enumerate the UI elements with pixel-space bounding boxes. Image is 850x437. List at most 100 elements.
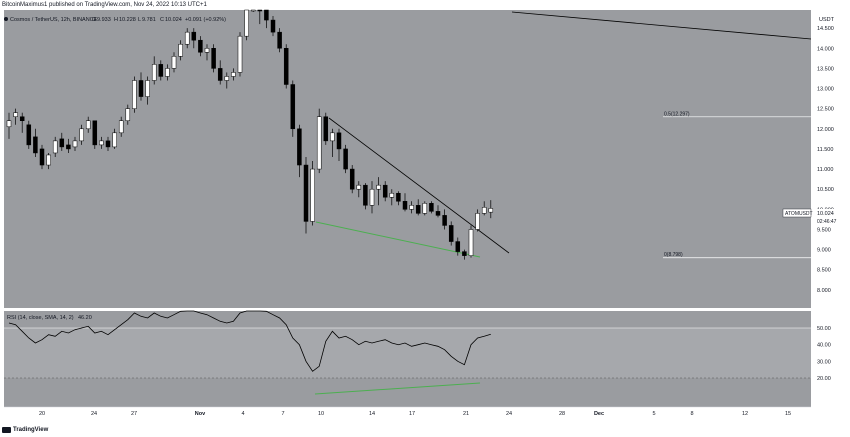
- long-trend-line[interactable]: [511, 11, 812, 40]
- high-value: 10.228: [119, 17, 136, 23]
- candle[interactable]: [118, 116, 124, 137]
- candle[interactable]: [66, 138, 71, 153]
- candle[interactable]: [462, 249, 467, 260]
- candle[interactable]: [171, 52, 177, 73]
- candle[interactable]: [297, 124, 302, 178]
- candle[interactable]: [363, 183, 368, 210]
- candle[interactable]: [429, 201, 434, 214]
- candle[interactable]: [92, 120, 98, 149]
- candle[interactable]: [396, 191, 401, 206]
- rsi-tick-label: 30.00: [817, 359, 831, 365]
- currency-label: USDT: [819, 17, 835, 23]
- candle[interactable]: [224, 72, 230, 89]
- candle[interactable]: [402, 193, 408, 212]
- candle[interactable]: [264, 9, 269, 29]
- candle[interactable]: [448, 221, 454, 246]
- candle[interactable]: [250, 9, 256, 13]
- candle[interactable]: [270, 16, 276, 37]
- candle[interactable]: [343, 144, 348, 174]
- candle[interactable]: [13, 108, 18, 125]
- candle[interactable]: [257, 9, 263, 25]
- candle[interactable]: [316, 108, 322, 174]
- candle[interactable]: [455, 237, 461, 256]
- candle[interactable]: [158, 60, 164, 81]
- candle[interactable]: [435, 205, 441, 218]
- price-support-line[interactable]: [315, 221, 481, 258]
- candle[interactable]: [376, 177, 381, 206]
- candle[interactable]: [46, 152, 51, 170]
- candle[interactable]: [165, 64, 170, 81]
- candle[interactable]: [151, 56, 157, 85]
- rsi-axis[interactable]: 50.00 40.00 30.00 20.00: [817, 326, 831, 382]
- candle[interactable]: [409, 201, 414, 214]
- candle[interactable]: [52, 136, 58, 157]
- candle[interactable]: [442, 209, 447, 230]
- price-pane[interactable]: [4, 10, 811, 308]
- candle[interactable]: [105, 136, 111, 151]
- candle[interactable]: [290, 80, 296, 137]
- candlestick-series[interactable]: [6, 9, 494, 260]
- price-axis[interactable]: USDT 14.500 14.000 13.500 13.000 12.500 12.00…: [817, 17, 835, 294]
- candle[interactable]: [488, 200, 494, 219]
- candle[interactable]: [178, 40, 183, 61]
- candle[interactable]: [369, 181, 375, 214]
- candle[interactable]: [310, 161, 315, 226]
- candle[interactable]: [277, 28, 282, 53]
- candle[interactable]: [184, 28, 190, 49]
- candle[interactable]: [138, 72, 144, 101]
- time-tick-label: 8: [690, 411, 693, 417]
- price-tag-symbol: ATOMUSDT: [785, 211, 813, 217]
- candle[interactable]: [125, 104, 131, 125]
- candle[interactable]: [19, 112, 25, 133]
- rsi-line[interactable]: [8, 310, 491, 372]
- candle[interactable]: [204, 44, 210, 61]
- candle[interactable]: [79, 124, 84, 145]
- candle[interactable]: [283, 44, 289, 89]
- candle[interactable]: [415, 199, 421, 216]
- candle[interactable]: [33, 128, 38, 157]
- candle[interactable]: [85, 116, 91, 133]
- candle[interactable]: [132, 76, 137, 113]
- open-value: 9.933: [97, 17, 111, 23]
- candle[interactable]: [99, 136, 104, 149]
- candle[interactable]: [198, 36, 203, 57]
- time-tick-label: 24: [91, 411, 97, 417]
- candle[interactable]: [336, 128, 342, 162]
- rsi-divergence-line[interactable]: [314, 382, 481, 395]
- time-tick-label: 7: [281, 411, 284, 417]
- candle[interactable]: [356, 181, 362, 198]
- candle[interactable]: [145, 76, 150, 105]
- footer-brand: TradingView: [13, 427, 49, 433]
- price-tag[interactable]: ATOMUSDT 10.024 02:46:47: [782, 208, 843, 225]
- fib-levels: 0.5(12.297) 0(8.798): [663, 111, 811, 258]
- candle[interactable]: [6, 112, 12, 139]
- candle[interactable]: [244, 9, 249, 41]
- price-tag-countdown: 02:46:47: [817, 219, 837, 225]
- candle[interactable]: [59, 132, 65, 151]
- candle[interactable]: [211, 44, 216, 73]
- candle[interactable]: [191, 28, 197, 49]
- fib-level-label: 0.5(12.297): [664, 111, 690, 117]
- candle[interactable]: [349, 165, 355, 194]
- candle[interactable]: [481, 201, 487, 216]
- candle[interactable]: [468, 225, 474, 258]
- candle[interactable]: [330, 128, 335, 157]
- candle[interactable]: [422, 201, 428, 216]
- candle[interactable]: [26, 120, 32, 149]
- candle[interactable]: [323, 112, 329, 145]
- time-axis[interactable]: 20 24 27 Nov 4 7 10 14 17 21 24 28 Dec 5 8 12 15: [4, 406, 811, 417]
- candle[interactable]: [72, 136, 78, 151]
- descending-resistance-line[interactable]: [328, 117, 510, 254]
- candle[interactable]: [231, 68, 236, 81]
- time-tick-label: 12: [742, 411, 748, 417]
- candle[interactable]: [382, 181, 388, 202]
- chart-canvas[interactable]: Cosmos / TetherUS, 12h, BINANCE O 9.933 …: [0, 0, 850, 424]
- candle[interactable]: [303, 156, 309, 234]
- candle[interactable]: [475, 209, 480, 232]
- rsi-tick-label: 50.00: [817, 326, 831, 332]
- candle[interactable]: [237, 32, 243, 77]
- candle[interactable]: [112, 128, 117, 149]
- candle[interactable]: [217, 60, 223, 85]
- candle[interactable]: [39, 144, 45, 170]
- candle[interactable]: [389, 189, 395, 206]
